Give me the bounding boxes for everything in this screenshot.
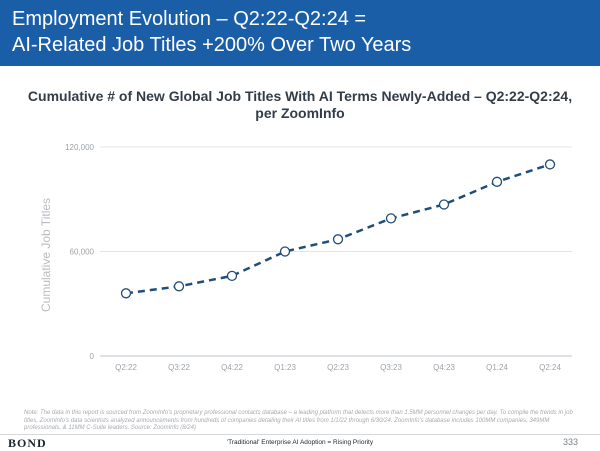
data-point-marker [279, 246, 291, 257]
bond-logo: BOND [8, 436, 47, 450]
y-tick-labels: 0 60,000 120,000 [65, 143, 94, 361]
footer-divider [0, 434, 600, 435]
chart-title-line-1: Cumulative # of New Global Job Titles Wi… [27, 88, 573, 104]
header-banner: Employment Evolution – Q2:22-Q2:24 = AI-… [0, 0, 600, 66]
header-title-line-2: AI-Related Job Titles +200% Over Two Yea… [12, 34, 412, 56]
gridlines [100, 146, 572, 357]
x-tick-label: Q3:22 [168, 363, 190, 372]
data-point-marker [385, 213, 397, 224]
chart-title-line-2: per ZoomInfo [255, 105, 345, 121]
y-tick-label: 0 [90, 352, 95, 361]
x-tick-labels: Q2:22 Q3:22 Q4:22 Q1:23 Q2:23 Q3:23 Q4:23 Q1:24… [115, 363, 561, 372]
header-title-line-1: Employment Evolution – Q2:22-Q2:24 = [12, 8, 367, 30]
data-point-marker [332, 234, 344, 245]
x-tick-label: Q2:24 [539, 363, 561, 372]
data-point-marker [226, 270, 238, 282]
x-tick-label: Q4:23 [433, 363, 455, 372]
x-tick-label: Q1:23 [274, 363, 296, 372]
data-point-marker [438, 199, 450, 210]
data-point-marker [491, 176, 503, 187]
y-tick-label: 60,000 [70, 248, 95, 257]
page-number: 333 [562, 437, 578, 447]
data-point-marker [173, 281, 185, 292]
x-tick-label: Q2:22 [115, 363, 137, 372]
series-line [125, 163, 551, 295]
chart-title: Cumulative # of New Global Job Titles Wi… [20, 88, 580, 122]
source-note: Note: The data in this report is sourced… [24, 410, 573, 431]
x-tick-label: Q2:23 [327, 363, 349, 372]
data-point-marker [120, 288, 132, 299]
x-tick-label: Q1:24 [486, 363, 508, 372]
data-markers [120, 159, 556, 299]
y-tick-label: 120,000 [65, 143, 94, 152]
data-point-marker [544, 159, 556, 170]
footer-caption: 'Traditional' Enterprise AI Adoption = R… [226, 439, 374, 446]
y-axis-label: Cumulative Job Titles [39, 198, 53, 312]
x-tick-label: Q3:23 [380, 363, 402, 372]
x-tick-label: Q4:22 [221, 363, 243, 372]
